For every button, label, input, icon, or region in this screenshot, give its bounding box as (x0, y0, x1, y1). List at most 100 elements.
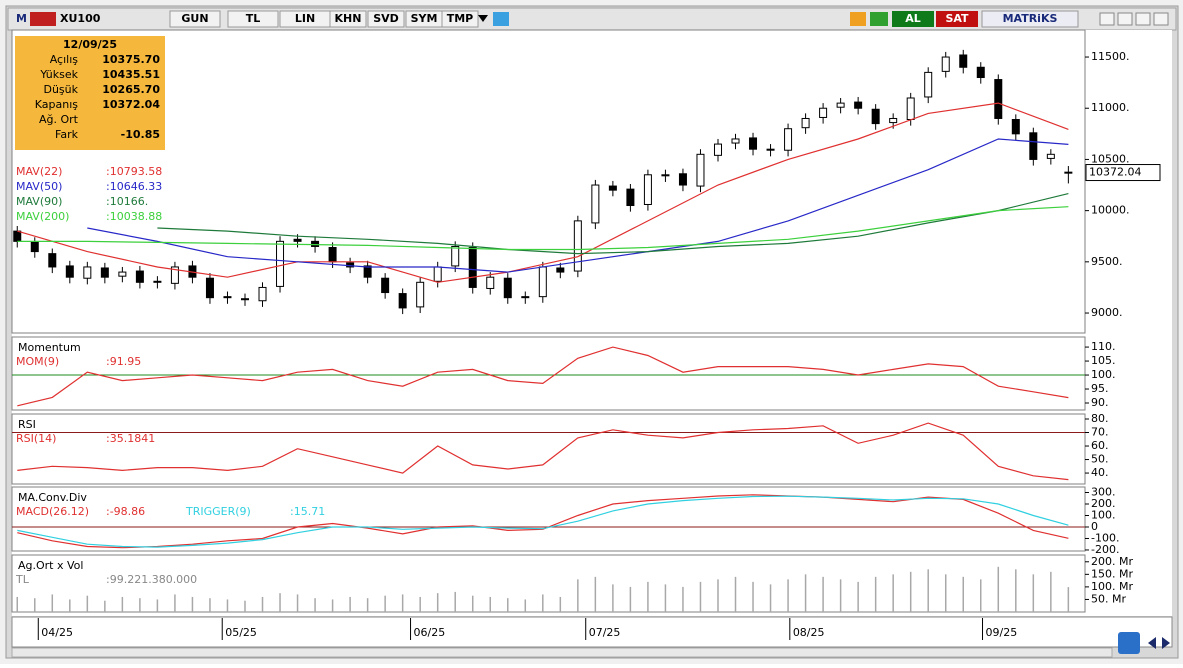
legend-name: MAV(50) (16, 180, 62, 193)
candle-body (503, 277, 512, 299)
toolbar-button-label[interactable]: KHN (335, 12, 362, 25)
legend-name: TL (15, 573, 30, 586)
candle-body (696, 153, 705, 187)
dropdown[interactable] (478, 15, 488, 22)
y-tick-label: 60. (1091, 439, 1109, 452)
window-button[interactable] (1135, 12, 1151, 26)
toolbar-button[interactable] (441, 10, 479, 28)
candle-body (223, 296, 232, 299)
y-tick-label: 50. Mr (1091, 592, 1126, 605)
flash-icon[interactable] (850, 12, 866, 26)
ma-line (17, 206, 1069, 251)
indicator-line (17, 422, 1069, 481)
candle-body (1046, 153, 1055, 159)
candle-body (293, 238, 302, 242)
twitter-icon[interactable] (493, 12, 509, 26)
candle-body (65, 265, 74, 278)
candle-body (749, 137, 758, 150)
candle-body (1029, 132, 1038, 160)
symbol[interactable]: XU100 (60, 12, 101, 25)
legend-readout: :15.71 (290, 505, 325, 518)
candle-body (871, 108, 880, 125)
window-button[interactable] (1117, 12, 1133, 26)
sell-label[interactable]: SAT (945, 12, 969, 25)
candle-body (591, 184, 600, 224)
chart-area (12, 30, 1172, 616)
candle-body (836, 102, 845, 108)
legend-readout: :10646.33 (106, 180, 162, 193)
legend-readout: :10166. (106, 195, 148, 208)
legend-name: MAV(200) (16, 210, 69, 223)
c-icon[interactable] (870, 12, 888, 26)
info-label: Ağ. Ort (39, 113, 79, 126)
candle-body (784, 128, 793, 151)
candle-body (608, 185, 617, 191)
brand: MATRiKS (1003, 12, 1058, 25)
scrollbar[interactable] (11, 647, 1113, 658)
left-arrow[interactable] (1148, 637, 1156, 649)
right-arrow[interactable] (1162, 637, 1170, 649)
y-tick-label: 11500. (1091, 50, 1130, 63)
toolbar-button[interactable] (227, 10, 279, 28)
toolbar-button-label[interactable]: SVD (373, 12, 399, 25)
candle-body (731, 138, 740, 144)
window-button[interactable] (1153, 12, 1169, 26)
refresh-icon[interactable] (1118, 632, 1140, 654)
flag-icon (30, 12, 56, 26)
legend-name: MAV(90) (16, 195, 62, 208)
toolbar-button-label[interactable]: TL (246, 12, 261, 25)
legend-readout: :91.95 (106, 355, 141, 368)
candle-body (766, 148, 775, 151)
y-tick-label: 200. Mr (1091, 555, 1133, 568)
buy-label[interactable]: AL (905, 12, 921, 25)
candle-body (906, 97, 915, 120)
candle-body (486, 276, 495, 289)
x-tick-label: 04/25 (41, 626, 73, 639)
y-tick-label: 95. (1091, 382, 1109, 395)
candle-body (153, 280, 162, 283)
candle-body (854, 101, 863, 109)
x-tick-label: 06/25 (414, 626, 446, 639)
info-label: Fark (55, 128, 79, 141)
legend-readout: :10793.58 (106, 165, 162, 178)
toolbar-button-label[interactable]: SYM (411, 12, 438, 25)
candle-body (30, 241, 39, 253)
candle-body (381, 277, 390, 294)
candle-body (556, 267, 565, 273)
candle-body (819, 107, 828, 118)
candle-body (1011, 118, 1020, 135)
candle-body (451, 245, 460, 267)
y-tick-label: 200. (1091, 497, 1116, 510)
toolbar-button[interactable] (367, 10, 405, 28)
candle-body (258, 286, 267, 302)
toolbar-button-label[interactable]: TMP (447, 12, 474, 25)
candle-body (976, 66, 985, 79)
candle-body (240, 298, 249, 301)
panel-frame (11, 29, 1086, 334)
window-button[interactable] (1099, 12, 1115, 26)
toolbar-button-label[interactable]: GUN (181, 12, 208, 25)
y-tick-label: 105. (1091, 354, 1116, 367)
panel-frame (11, 336, 1086, 411)
candle-body (416, 281, 425, 308)
buy-button[interactable] (892, 11, 934, 27)
candle-body (661, 174, 670, 177)
y-tick-label: 10000. (1091, 204, 1130, 217)
toolbar-button[interactable] (169, 10, 221, 28)
toolbar-button[interactable] (329, 10, 367, 28)
sell-button[interactable] (936, 11, 978, 27)
y-tick-label: -200. (1091, 543, 1119, 556)
candle-body (468, 246, 477, 288)
info-date: 12/09/25 (63, 38, 117, 51)
y-tick-label: 0 (1091, 520, 1098, 533)
candle-body (118, 271, 127, 277)
legend-name: MACD(26.12) (16, 505, 89, 518)
candle-body (889, 117, 898, 124)
x-tick-label: 05/25 (225, 626, 257, 639)
toolbar-button-label[interactable]: LIN (295, 12, 315, 25)
info-label: Kapanış (35, 98, 79, 111)
candle-body (801, 117, 810, 129)
candle-body (1064, 171, 1073, 174)
candle-body (135, 270, 144, 283)
